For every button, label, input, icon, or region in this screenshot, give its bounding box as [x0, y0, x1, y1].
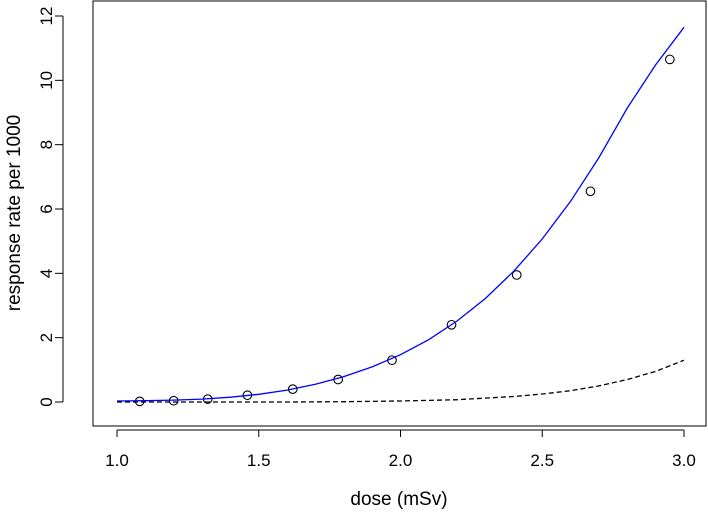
data-point — [585, 186, 596, 197]
y-tick-label: 8 — [37, 140, 56, 149]
fitted-curve-line — [116, 26, 685, 402]
x-tick-label: 1.5 — [247, 451, 271, 470]
x-tick-label: 3.0 — [672, 451, 696, 470]
data-point — [511, 270, 522, 280]
x-tick-label: 2.5 — [530, 451, 554, 470]
x-axis-title: dose (mSv) — [350, 489, 447, 510]
x-tick-label: 2.0 — [389, 451, 413, 470]
y-tick-label: 10 — [37, 71, 56, 90]
y-tick-label: 0 — [37, 397, 56, 406]
data-point — [664, 54, 675, 65]
y-tick-label: 2 — [37, 333, 56, 342]
data-point — [446, 319, 457, 330]
y-axis-title: response rate per 1000 — [4, 115, 25, 311]
y-tick-label: 12 — [37, 7, 56, 26]
y-axis: 0 2 4 6 8 10 12 — [37, 7, 64, 407]
plot-frame — [92, 0, 707, 427]
y-tick-label: 6 — [37, 204, 56, 213]
x-tick-label: 1.0 — [105, 451, 129, 470]
data-point — [287, 384, 298, 394]
series-layer — [116, 26, 685, 407]
y-tick-label: 4 — [37, 269, 56, 278]
baseline-dashed-line — [117, 359, 685, 403]
x-axis: 1.0 1.5 2.0 2.5 3.0 — [105, 429, 696, 470]
